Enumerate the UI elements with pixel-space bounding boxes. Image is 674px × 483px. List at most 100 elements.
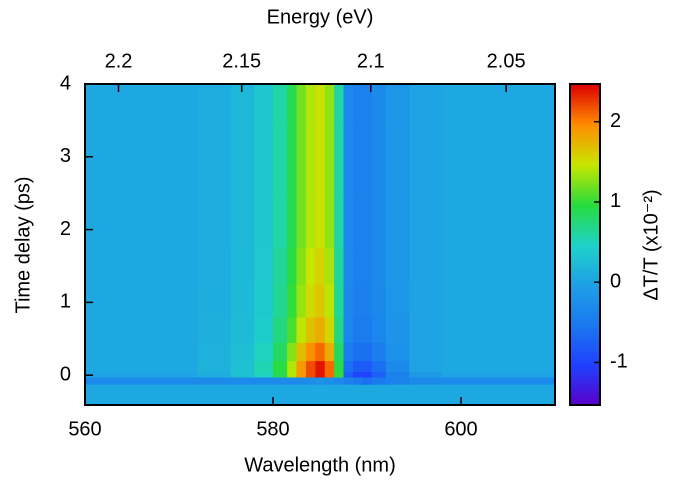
colorbar-segment <box>570 224 600 228</box>
heatmap-cell <box>334 84 344 121</box>
colorbar-segment <box>570 258 600 262</box>
colorbar-segment <box>570 136 600 139</box>
heatmap-cell <box>315 284 326 318</box>
heatmap-cell <box>155 120 199 194</box>
colorbar-segment <box>570 270 600 274</box>
heatmap-cell <box>531 193 556 249</box>
heatmap-cell <box>273 371 288 378</box>
heatmap-cell <box>343 84 354 121</box>
colorbar-segment <box>570 110 600 113</box>
heatmap-cell <box>254 284 274 318</box>
heatmap-cell <box>352 316 363 343</box>
heatmap-cell <box>531 376 556 385</box>
heatmap-cell <box>254 396 274 406</box>
colorbar-segment <box>570 302 600 306</box>
heatmap-cell <box>324 284 335 318</box>
heatmap-cell <box>296 120 307 194</box>
heatmap-cell <box>409 342 443 362</box>
colorbar-segment <box>570 128 600 131</box>
heatmap-cell <box>85 193 109 249</box>
heatmap-cell <box>155 193 199 249</box>
heatmap-cell <box>362 376 373 385</box>
heatmap-cell <box>305 371 316 378</box>
x-tick-label: 560 <box>68 418 101 440</box>
heatmap-cell <box>197 193 232 249</box>
colorbar-segment <box>570 324 600 328</box>
heatmap-cell <box>155 316 199 343</box>
x-tick-label: 580 <box>256 418 289 440</box>
heatmap-cell <box>254 360 274 373</box>
heatmap-cell <box>362 284 373 318</box>
colorbar-segment <box>570 144 600 147</box>
heatmap-cell <box>287 371 297 378</box>
heatmap-cell <box>484 247 532 285</box>
heatmap-cell <box>343 376 354 385</box>
heatmap-cell <box>409 84 443 121</box>
heatmap-cell <box>324 193 335 249</box>
heatmap-cell <box>296 371 307 378</box>
colorbar-segment <box>570 382 600 386</box>
heatmap-cell <box>334 120 344 194</box>
colorbar-segment <box>570 308 600 312</box>
colorbar-segment <box>570 104 600 107</box>
heatmap-cell <box>287 360 297 373</box>
colorbar-segment <box>570 212 600 216</box>
heatmap-cell <box>230 384 255 398</box>
heatmap-cell <box>305 376 316 385</box>
heatmap-cell <box>343 284 354 318</box>
colorbar-segment <box>570 134 600 137</box>
colorbar-segment <box>570 280 600 284</box>
heatmap-cell <box>324 84 335 121</box>
colorbar-segment <box>570 344 600 348</box>
colorbar-segment <box>570 368 600 372</box>
colorbar-segment <box>570 334 600 338</box>
heatmap-cell <box>273 193 288 249</box>
heatmap-cell <box>296 384 307 398</box>
heatmap-cell <box>230 84 255 121</box>
colorbar-segment <box>570 138 600 141</box>
heatmap-cell <box>108 371 156 378</box>
heatmap-cell <box>352 284 363 318</box>
heatmap-cell <box>531 284 556 318</box>
heatmap-cell <box>334 284 344 318</box>
heatmap-cell <box>352 84 363 121</box>
heatmap-cell <box>352 193 363 249</box>
heatmap-cell <box>409 371 443 378</box>
colorbar-tick-label: 1 <box>610 190 621 212</box>
heatmap-cell <box>362 193 373 249</box>
heatmap-cell <box>531 371 556 378</box>
heatmap-cell <box>296 284 307 318</box>
heatmap-cell <box>108 376 156 385</box>
heatmap-cell <box>371 396 387 406</box>
heatmap-cell <box>315 193 326 249</box>
heatmap-cell <box>362 84 373 121</box>
heatmap-cell <box>371 84 387 121</box>
colorbar-segment <box>570 388 600 392</box>
heatmap-cell <box>305 384 316 398</box>
heatmap-cell <box>371 342 387 362</box>
colorbar-segment <box>570 362 600 366</box>
heatmap-cell <box>324 247 335 285</box>
colorbar-segment <box>570 124 600 127</box>
heatmap-cell <box>352 120 363 194</box>
heatmap-cell <box>362 247 373 285</box>
heatmap-cell <box>484 284 532 318</box>
heatmap-cell <box>296 84 307 121</box>
heatmap-cell <box>334 371 344 378</box>
heatmap-cell <box>409 284 443 318</box>
heatmap-cell <box>484 384 532 398</box>
colorbar-segment <box>570 276 600 280</box>
heatmap-cell <box>273 342 288 362</box>
heatmap-cell <box>362 316 373 343</box>
colorbar-segment <box>570 156 600 159</box>
heatmap-cell <box>230 360 255 373</box>
heatmap-cell <box>305 84 316 121</box>
colorbar-segment <box>570 132 600 135</box>
colorbar-segment <box>570 198 600 201</box>
heatmap-cell <box>352 371 363 378</box>
x2-axis-label: Energy (eV) <box>267 6 374 28</box>
heatmap-cell <box>371 247 387 285</box>
heatmap-cell <box>371 120 387 194</box>
heatmap-cell <box>385 342 410 362</box>
heatmap-cell <box>108 342 156 362</box>
